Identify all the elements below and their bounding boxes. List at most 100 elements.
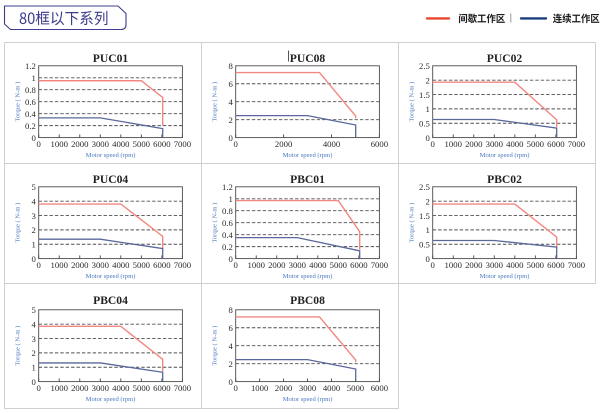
svg-text:PBC01: PBC01 <box>290 173 325 186</box>
svg-text:1.2: 1.2 <box>25 61 36 71</box>
svg-text:7000: 7000 <box>371 260 389 270</box>
svg-text:2000: 2000 <box>275 139 293 149</box>
svg-text:1000: 1000 <box>51 260 69 270</box>
svg-text:6000: 6000 <box>153 260 171 270</box>
svg-text:0: 0 <box>426 133 431 143</box>
svg-text:3: 3 <box>32 334 36 344</box>
svg-text:4: 4 <box>229 97 234 107</box>
svg-text:0: 0 <box>431 139 436 149</box>
svg-text:4000: 4000 <box>506 260 524 270</box>
svg-text:2000: 2000 <box>275 383 293 393</box>
svg-text:8: 8 <box>229 305 234 315</box>
svg-text:0: 0 <box>229 133 234 143</box>
svg-text:5000: 5000 <box>347 383 365 393</box>
svg-text:Motor speed (rpm): Motor speed (rpm) <box>480 273 530 280</box>
svg-text:6000: 6000 <box>547 260 565 270</box>
svg-text:1.5: 1.5 <box>419 211 430 221</box>
svg-text:0: 0 <box>234 260 239 270</box>
svg-text:0.5: 0.5 <box>419 240 430 250</box>
svg-text:2: 2 <box>32 348 36 358</box>
svg-text:5000: 5000 <box>133 383 151 393</box>
svg-text:3: 3 <box>32 211 36 221</box>
svg-text:Motor speed (rpm): Motor speed (rpm) <box>86 396 136 403</box>
svg-text:0: 0 <box>37 260 42 270</box>
svg-text:Torque ( N-m ): Torque ( N-m ) <box>212 326 219 366</box>
svg-text:8: 8 <box>229 61 234 71</box>
svg-text:5000: 5000 <box>133 260 151 270</box>
svg-text:PUC02: PUC02 <box>487 52 523 65</box>
svg-text:1: 1 <box>32 73 36 83</box>
svg-text:4000: 4000 <box>323 383 341 393</box>
svg-text:Torque ( N-m ): Torque ( N-m ) <box>409 82 416 122</box>
svg-text:Motor speed (rpm): Motor speed (rpm) <box>86 273 136 280</box>
svg-text:1000: 1000 <box>445 139 463 149</box>
svg-text:1000: 1000 <box>251 383 269 393</box>
svg-text:Torque ( N-m ): Torque ( N-m ) <box>15 203 22 243</box>
svg-text:4000: 4000 <box>112 260 130 270</box>
svg-text:4: 4 <box>229 341 234 351</box>
svg-text:0: 0 <box>229 377 234 387</box>
svg-text:0.6: 0.6 <box>25 97 37 107</box>
svg-text:3000: 3000 <box>92 260 110 270</box>
svg-text:Torque ( N-m ): Torque ( N-m ) <box>15 82 22 122</box>
svg-text:1.2: 1.2 <box>222 182 233 192</box>
svg-text:5000: 5000 <box>527 260 545 270</box>
svg-text:0.4: 0.4 <box>25 109 37 119</box>
svg-text:0.5: 0.5 <box>419 119 430 129</box>
svg-text:1: 1 <box>426 225 430 235</box>
svg-text:2000: 2000 <box>71 139 89 149</box>
svg-text:7000: 7000 <box>568 139 586 149</box>
svg-text:1000: 1000 <box>445 260 463 270</box>
svg-text:1.5: 1.5 <box>419 90 430 100</box>
svg-text:Torque ( N-m ): Torque ( N-m ) <box>212 203 219 243</box>
svg-text:1000: 1000 <box>51 383 69 393</box>
svg-text:5000: 5000 <box>527 139 545 149</box>
svg-text:2000: 2000 <box>465 139 483 149</box>
svg-text:0.8: 0.8 <box>222 206 234 216</box>
svg-text:4000: 4000 <box>112 383 130 393</box>
svg-text:2000: 2000 <box>465 260 483 270</box>
svg-text:1: 1 <box>426 104 430 114</box>
svg-text:0.8: 0.8 <box>25 85 37 95</box>
svg-text:Motor speed (rpm): Motor speed (rpm) <box>283 396 333 403</box>
svg-text:0: 0 <box>32 254 37 264</box>
svg-text:2: 2 <box>229 359 233 369</box>
svg-text:6000: 6000 <box>371 383 389 393</box>
svg-text:6000: 6000 <box>153 139 171 149</box>
svg-text:Motor speed (rpm): Motor speed (rpm) <box>480 152 530 159</box>
svg-text:0: 0 <box>32 377 37 387</box>
svg-text:0: 0 <box>234 383 239 393</box>
svg-text:0: 0 <box>37 383 42 393</box>
svg-text:7000: 7000 <box>174 260 192 270</box>
svg-text:7000: 7000 <box>174 383 192 393</box>
svg-text:0.4: 0.4 <box>222 230 234 240</box>
svg-text:1000: 1000 <box>51 139 69 149</box>
svg-text:0: 0 <box>32 133 37 143</box>
svg-text:0: 0 <box>37 139 42 149</box>
svg-text:6000: 6000 <box>371 139 389 149</box>
svg-text:Torque ( N-m ): Torque ( N-m ) <box>409 203 416 243</box>
svg-text:0: 0 <box>229 254 234 264</box>
svg-text:4: 4 <box>32 319 37 329</box>
svg-text:5: 5 <box>32 182 36 192</box>
svg-text:2: 2 <box>426 196 430 206</box>
svg-text:7000: 7000 <box>568 260 586 270</box>
svg-text:0: 0 <box>431 260 436 270</box>
svg-text:4: 4 <box>32 196 37 206</box>
svg-text:Motor speed (rpm): Motor speed (rpm) <box>283 152 333 159</box>
svg-text:0: 0 <box>234 139 239 149</box>
svg-text:2: 2 <box>229 115 233 125</box>
svg-text:2000: 2000 <box>71 383 89 393</box>
svg-text:6: 6 <box>229 323 234 333</box>
svg-text:3000: 3000 <box>486 260 504 270</box>
svg-text:4000: 4000 <box>506 139 524 149</box>
svg-text:6000: 6000 <box>153 383 171 393</box>
svg-text:PUC04: PUC04 <box>93 173 129 186</box>
svg-text:2.5: 2.5 <box>419 182 430 192</box>
svg-text:5: 5 <box>32 305 36 315</box>
svg-text:2: 2 <box>426 75 430 85</box>
svg-text:1: 1 <box>229 194 233 204</box>
svg-text:PBC02: PBC02 <box>487 173 522 186</box>
svg-text:Motor speed (rpm): Motor speed (rpm) <box>283 273 333 280</box>
svg-text:2: 2 <box>32 225 36 235</box>
